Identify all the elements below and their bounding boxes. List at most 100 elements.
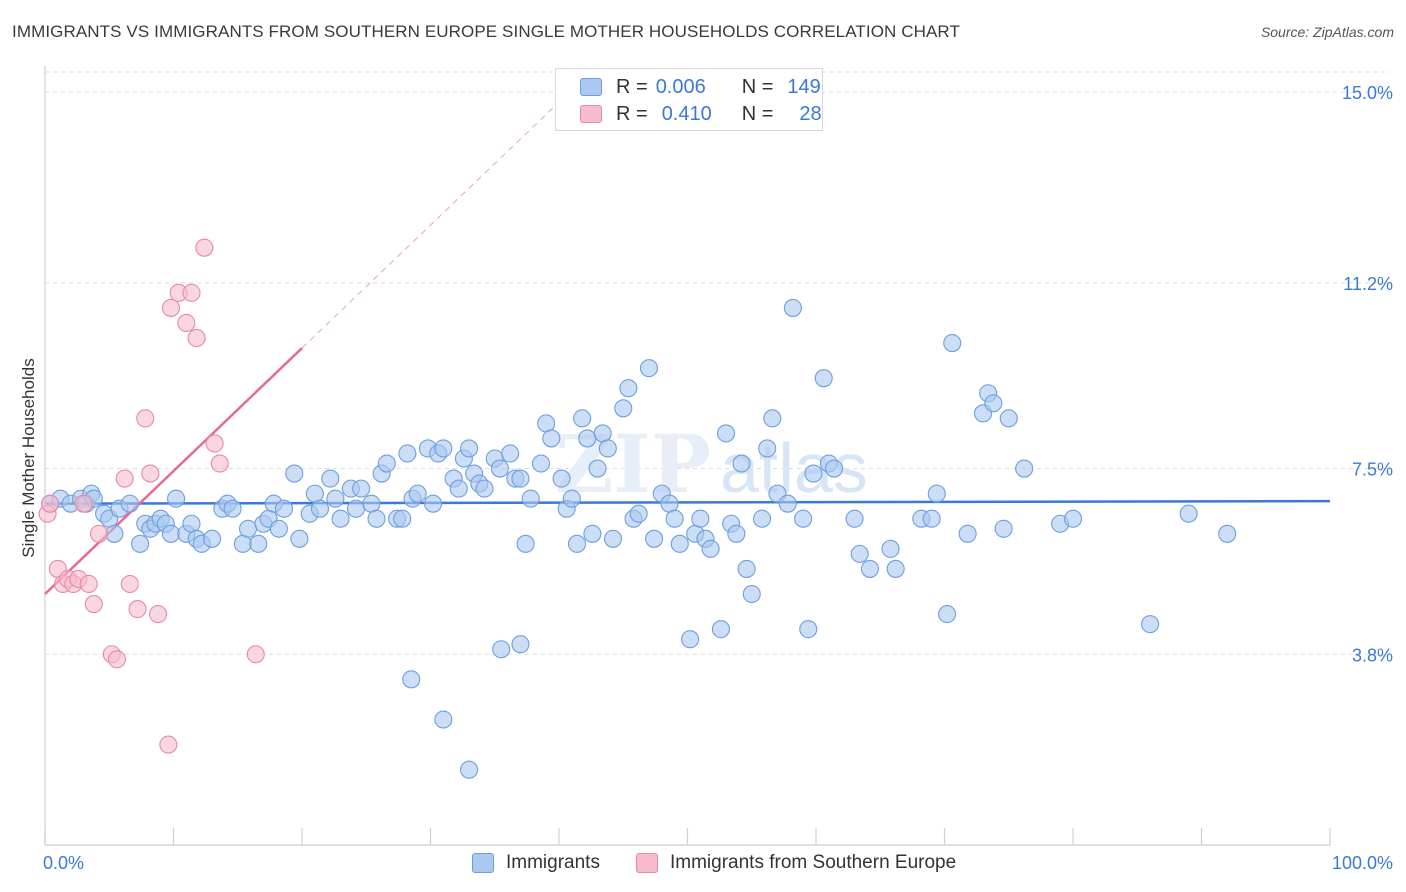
immigrants-point	[701, 539, 720, 558]
immigrants-point	[203, 529, 222, 548]
southern-europe-point	[159, 735, 178, 754]
immigrants-point	[326, 489, 345, 508]
y-axis-label: Single Mother Households	[19, 358, 38, 557]
immigrants-point	[881, 539, 900, 558]
bottom-legend-label: Immigrants from Southern Europe	[670, 852, 957, 873]
immigrants-point	[511, 635, 530, 654]
immigrants-point	[603, 529, 623, 548]
southern-europe-point	[89, 524, 109, 543]
x-tick-label: 0.0%	[43, 853, 84, 873]
immigrants-point	[521, 489, 540, 508]
immigrants-point	[310, 499, 330, 518]
immigrants-point	[531, 454, 551, 473]
immigrants-point	[999, 409, 1018, 428]
immigrants-point	[984, 394, 1003, 413]
immigrants-point	[588, 459, 607, 478]
immigrants-point	[799, 620, 818, 639]
immigrants-point	[290, 529, 309, 548]
immigrants-point	[1179, 504, 1198, 523]
immigrants-point	[398, 444, 417, 463]
immigrants-point	[670, 534, 689, 553]
immigrants-point	[321, 469, 340, 488]
immigrants-point	[305, 484, 324, 503]
legend-r-value: 0.410	[661, 102, 712, 125]
x-tick-label: 100.0%	[1332, 853, 1393, 873]
immigrants-point	[737, 559, 756, 578]
southern-europe-point	[128, 600, 147, 619]
chart-title: IMMIGRANTS VS IMMIGRANTS FROM SOUTHERN E…	[12, 22, 960, 41]
immigrants-point	[619, 379, 638, 398]
immigrants-point	[238, 519, 258, 538]
southern-europe-point	[246, 645, 265, 664]
immigrants-point	[1218, 524, 1237, 543]
y-tick-label: 7.5%	[1352, 460, 1393, 480]
southern-europe-point	[107, 650, 127, 669]
immigrants-point	[727, 524, 746, 543]
immigrants-point	[752, 509, 772, 528]
immigrants-point	[269, 519, 288, 538]
immigrants-point	[598, 439, 617, 458]
immigrants-point	[573, 409, 592, 428]
southern-europe-point	[210, 454, 229, 473]
immigrants-point	[783, 298, 802, 317]
legend-n-label: N =	[741, 75, 774, 98]
immigrants-point	[922, 509, 941, 528]
immigrants-point	[449, 479, 468, 498]
legend-row-southern-europe: R = 0.410 N = 28	[580, 102, 822, 126]
legend-swatch-immigrants	[580, 78, 602, 96]
tick-labels: 3.8% 7.5% 11.2% 15.0% 0.0% 100.0% Single Mothe…	[19, 83, 1393, 873]
source-label: Source: ZipAtlas.com	[1260, 24, 1394, 40]
immigrants-point	[285, 464, 304, 483]
immigrants-point	[223, 499, 242, 518]
immigrants-point	[645, 529, 664, 548]
legend-n-value: 28	[799, 102, 822, 125]
immigrants-point	[131, 534, 150, 553]
immigrants-point	[434, 439, 453, 458]
immigrants-point	[1015, 459, 1034, 478]
immigrants-point	[490, 459, 509, 478]
immigrants-point	[542, 429, 561, 448]
immigrants-point	[274, 499, 294, 518]
immigrants-point	[758, 439, 777, 458]
immigrants-point	[824, 459, 844, 478]
southern-europe-point	[187, 328, 206, 348]
immigrants-point	[958, 524, 977, 543]
bottom-legend-immigrants: Immigrants	[472, 852, 600, 874]
immigrants-point	[681, 630, 700, 649]
southern-europe-point	[205, 434, 224, 453]
southern-europe-trendline	[44, 347, 303, 595]
immigrants-point	[537, 414, 556, 433]
immigrants-point	[1063, 509, 1083, 528]
immigrants-point	[814, 369, 833, 388]
immigrants-point	[516, 534, 535, 553]
immigrants-point	[778, 494, 797, 513]
immigrants-point	[120, 494, 139, 513]
immigrants-point	[408, 484, 427, 503]
immigrants-point	[249, 534, 268, 553]
immigrants-point	[346, 499, 366, 518]
immigrants-point	[552, 469, 571, 488]
immigrants-point	[716, 424, 736, 443]
immigrants-point	[233, 534, 252, 553]
immigrants-point	[732, 454, 751, 473]
bottom-legend-label: Immigrants	[506, 852, 600, 873]
gridlines	[45, 71, 1390, 655]
immigrants-point	[1141, 615, 1160, 634]
immigrants-point	[377, 454, 396, 473]
legend-r-value: 0.006	[655, 75, 706, 98]
immigrants-point	[393, 509, 412, 528]
immigrants-point	[593, 424, 612, 443]
immigrants-point	[362, 494, 381, 513]
southern-europe-point	[136, 409, 155, 428]
southern-europe-point	[74, 494, 93, 513]
immigrants-point	[367, 509, 386, 528]
immigrants-point	[402, 670, 421, 689]
bottom-legend: Immigrants Immigrants from Southern Euro…	[0, 852, 1406, 876]
southern-europe-point	[141, 464, 160, 483]
legend-swatch-southern-europe	[580, 105, 602, 123]
immigrants-point	[475, 479, 494, 498]
trendlines	[44, 101, 1331, 595]
immigrants-point	[161, 524, 180, 543]
immigrants-point	[665, 509, 684, 528]
immigrants-point	[763, 409, 782, 428]
